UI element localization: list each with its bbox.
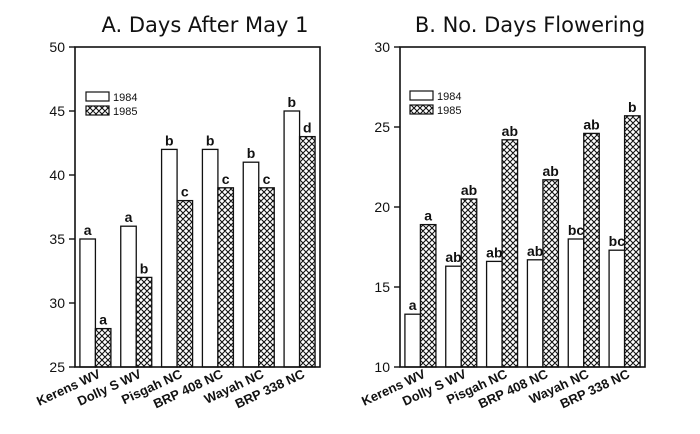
chart-a-legend: 1984 1985 [85, 91, 137, 118]
chart-b-sig-label-1984-1: ab [445, 249, 461, 265]
chart-a-bar-1984-0 [79, 238, 97, 368]
chart-b-bar-1984-5 [608, 249, 626, 368]
chart-b-sig-label-1984-5: bc [609, 233, 626, 249]
chart-a-sig-label-1984-1: a [125, 209, 133, 225]
chart-b-sig-label-1985-0: a [424, 208, 432, 224]
chart-a-bar-1984-1 [120, 225, 137, 368]
chart-a-legend-label-1984: 1984 [113, 92, 137, 104]
chart-a-ytick-label: 25 [49, 359, 65, 375]
chart-b-bar-1985-0 [419, 223, 437, 368]
chart-a-bar-1985-2 [176, 199, 194, 368]
chart-a-ytick-label: 35 [49, 231, 65, 247]
chart-a-sig-label-1985-2: c [181, 184, 189, 200]
chart-a-bar-1985-1 [135, 276, 153, 368]
chart-a-sig-label-1984-3: b [206, 132, 215, 148]
chart-b-legend-label-1984: 1984 [437, 91, 461, 103]
chart-a-ytick-label: 50 [49, 39, 65, 55]
chart-a-frame [74, 46, 321, 368]
chart-b-ytick-label: 15 [374, 279, 390, 295]
chart-a-sig-label-1985-5: d [303, 120, 312, 136]
chart-a-legend-swatch-1985 [85, 105, 110, 116]
chart-a-bar-1984-4 [242, 161, 260, 368]
chart-b-legend-swatch-1984 [409, 90, 434, 101]
chart-a-ytick-label: 40 [49, 167, 65, 183]
chart-a-sig-label-1984-2: b [165, 132, 174, 148]
chart-b-bar-1985-1 [460, 198, 478, 368]
chart-b-bar-1984-0 [404, 313, 422, 368]
chart-a-sig-label-1984-5: b [288, 94, 297, 110]
chart-b-sig-label-1984-4: bc [568, 222, 585, 238]
chart-b-bar-1985-5 [623, 115, 641, 368]
chart-a-ytick-label: 30 [49, 295, 65, 311]
chart-b-sig-label-1985-5: b [628, 99, 637, 115]
chart-a-sig-label-1984-4: b [247, 145, 256, 161]
chart-b-frame [399, 46, 646, 368]
chart-b-bar-1985-4 [583, 132, 600, 368]
chart-a-sig-label-1985-4: c [263, 171, 271, 187]
chart-a-title: A. Days After May 1 [102, 13, 309, 37]
chart-a-bar-1985-0 [94, 327, 112, 368]
chart-a-bar-1985-4 [258, 187, 275, 368]
chart-b-bar-1984-1 [445, 265, 462, 368]
chart-b-ytick-label: 10 [374, 359, 390, 375]
chart-b-legend-label-1985: 1985 [437, 105, 461, 117]
chart-a-bar-1984-3 [201, 148, 219, 368]
chart-a-sig-label-1985-0: a [99, 312, 107, 328]
chart-a-legend-swatch-1984 [85, 91, 110, 102]
chart-a-bar-1985-5 [298, 135, 316, 368]
chart-b-ytick-label: 25 [374, 119, 390, 135]
chart-b-legend-swatch-1985 [409, 104, 434, 115]
chart-a-sig-label-1985-1: b [140, 260, 149, 276]
chart-a-legend-label-1985: 1985 [113, 106, 137, 118]
chart-b-bar-1984-3 [526, 259, 544, 368]
chart-b-bar-1984-2 [485, 260, 503, 368]
chart-a-sig-label-1984-0: a [84, 222, 92, 238]
chart-b-sig-label-1985-3: ab [542, 163, 558, 179]
chart-a-ytick-label: 45 [49, 103, 65, 119]
chart-a-bar-1984-2 [160, 148, 178, 368]
chart-a-sig-label-1985-3: c [222, 171, 230, 187]
chart-b-legend: 1984 1985 [409, 90, 461, 117]
chart-b-bar-1985-2 [501, 139, 519, 368]
chart-b-sig-label-1984-3: ab [527, 243, 543, 259]
chart-b-title: B. No. Days Flowering [415, 13, 645, 37]
chart-b-bar-1984-4 [567, 238, 585, 368]
chart-b-sig-label-1985-4: ab [583, 116, 599, 132]
chart-b-sig-label-1984-0: a [409, 297, 417, 313]
chart-a-bar-1984-5 [283, 110, 301, 368]
chart-b-sig-label-1985-2: ab [502, 123, 518, 139]
chart-b-ytick-label: 30 [374, 39, 390, 55]
chart-b-bar-1985-3 [542, 179, 560, 368]
chart-b-sig-label-1985-1: ab [461, 182, 477, 198]
chart-a-bar-1985-3 [217, 187, 235, 368]
chart-b-ytick-label: 20 [374, 199, 390, 215]
chart-b-sig-label-1984-2: ab [486, 244, 502, 260]
